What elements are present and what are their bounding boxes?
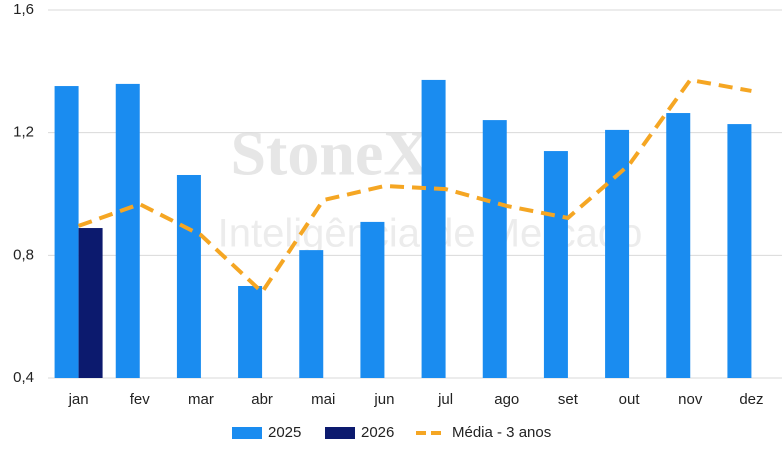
bar bbox=[54, 86, 79, 378]
bar bbox=[115, 83, 140, 378]
x-tick-label: set bbox=[558, 391, 579, 408]
legend-label: 2026 bbox=[361, 424, 394, 441]
line bbox=[77, 77, 752, 296]
x-tick-label: mar bbox=[188, 391, 214, 408]
legend-swatch bbox=[232, 427, 262, 439]
x-tick-label: abr bbox=[251, 391, 273, 408]
bar bbox=[78, 228, 103, 378]
x-tick-label: jun bbox=[373, 391, 394, 408]
bar bbox=[176, 174, 201, 378]
x-tick-label: fev bbox=[130, 391, 151, 408]
x-tick-label: ago bbox=[494, 391, 519, 408]
y-tick-label: 0,4 bbox=[13, 369, 34, 386]
bar bbox=[543, 151, 568, 378]
x-tick-label: jan bbox=[68, 391, 89, 408]
bar bbox=[605, 129, 630, 378]
legend-swatch bbox=[325, 427, 355, 439]
legend-label: Média - 3 anos bbox=[452, 424, 551, 441]
bar bbox=[238, 286, 263, 378]
x-tick-label: out bbox=[619, 391, 641, 408]
y-tick-label: 1,6 bbox=[13, 1, 34, 18]
bar bbox=[727, 124, 752, 378]
x-tick-label: dez bbox=[739, 391, 763, 408]
watermark-title: StoneX bbox=[230, 118, 429, 189]
x-tick-label: jul bbox=[437, 391, 453, 408]
legend-label: 2025 bbox=[268, 424, 301, 441]
bar bbox=[421, 79, 446, 379]
bar bbox=[299, 250, 324, 378]
y-tick-label: 1,2 bbox=[13, 124, 34, 141]
x-tick-label: nov bbox=[678, 391, 703, 408]
x-tick-label: mai bbox=[311, 391, 335, 408]
bar bbox=[360, 221, 385, 378]
bar bbox=[666, 113, 691, 378]
bar bbox=[482, 120, 507, 379]
y-tick-label: 0,8 bbox=[13, 246, 34, 263]
